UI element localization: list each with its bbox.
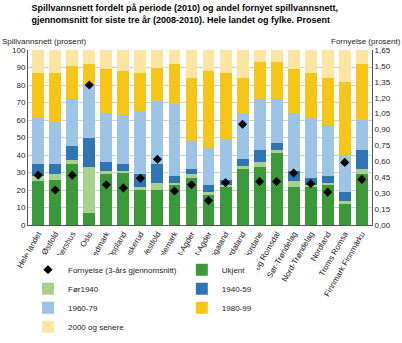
svg-text:Buskerud: Buskerud <box>120 230 146 264</box>
svg-text:Hordaland: Hordaland <box>221 230 248 267</box>
svg-text:60: 60 <box>16 116 25 125</box>
svg-text:1,50: 1,50 <box>375 62 391 71</box>
svg-text:1,65: 1,65 <box>375 46 391 55</box>
svg-text:10: 10 <box>16 203 25 212</box>
svg-text:Ukjent: Ukjent <box>222 266 245 275</box>
svg-text:1,05: 1,05 <box>375 109 391 118</box>
svg-text:0,90: 0,90 <box>375 125 391 134</box>
svg-text:1940-59: 1940-59 <box>222 285 252 294</box>
svg-text:1980-99: 1980-99 <box>222 304 252 313</box>
svg-text:Aust-Agder: Aust-Agder <box>168 230 197 270</box>
svg-text:0,45: 0,45 <box>375 173 391 182</box>
svg-text:0,60: 0,60 <box>375 157 391 166</box>
svg-text:Finnmark Finnmárku: Finnmark Finnmárku <box>323 230 367 298</box>
svg-text:1,35: 1,35 <box>375 78 391 87</box>
svg-text:Før1940: Før1940 <box>68 285 99 294</box>
svg-text:0,00: 0,00 <box>375 221 391 230</box>
svg-text:Telemark: Telemark <box>155 230 180 263</box>
svg-text:30: 30 <box>16 168 25 177</box>
svg-text:20: 20 <box>16 186 25 195</box>
svg-text:Fornyelse (3-års gjennomsnitt): Fornyelse (3-års gjennomsnitt) <box>68 266 177 275</box>
svg-text:Troms Romsa: Troms Romsa <box>317 230 350 278</box>
svg-text:Oppland: Oppland <box>105 230 129 261</box>
svg-text:Sør-Trøndelag: Sør-Trøndelag <box>265 230 299 279</box>
svg-text:Hedmark: Hedmark <box>87 230 112 263</box>
svg-text:1960-79: 1960-79 <box>68 304 98 313</box>
svg-text:Nord-Trøndelag: Nord-Trøndelag <box>280 230 316 283</box>
svg-text:90: 90 <box>16 63 25 72</box>
svg-text:100: 100 <box>12 46 26 55</box>
svg-text:70: 70 <box>16 98 25 107</box>
svg-text:Vest-Agder: Vest-Agder <box>186 230 214 269</box>
svg-text:Østfold: Østfold <box>40 230 60 256</box>
svg-text:Nordland: Nordland <box>309 230 333 263</box>
svg-text:2000 og senere: 2000 og senere <box>68 323 124 332</box>
svg-text:0,75: 0,75 <box>375 141 391 150</box>
svg-text:Rogaland: Rogaland <box>205 230 231 265</box>
svg-text:50: 50 <box>16 133 25 142</box>
svg-text:Spillvannsnett (prosent): Spillvannsnett (prosent) <box>2 37 86 46</box>
svg-text:Møre og Romsdal: Møre og Romsdal <box>242 230 282 290</box>
svg-text:Akershus: Akershus <box>53 230 78 264</box>
svg-text:Oslo: Oslo <box>78 230 94 249</box>
svg-text:Hele landet: Hele landet <box>15 230 44 270</box>
svg-text:Vestfold: Vestfold <box>141 230 163 259</box>
svg-text:40: 40 <box>16 151 25 160</box>
svg-text:0: 0 <box>21 221 26 230</box>
svg-text:80: 80 <box>16 81 25 90</box>
svg-text:1,20: 1,20 <box>375 94 391 103</box>
svg-text:Fornyelse (prosent): Fornyelse (prosent) <box>331 37 401 46</box>
svg-text:0,15: 0,15 <box>375 205 391 214</box>
svg-text:0,30: 0,30 <box>375 189 391 198</box>
svg-text:Spillvannsnett fordelt på peri: Spillvannsnett fordelt på periode (2010)… <box>31 3 338 25</box>
